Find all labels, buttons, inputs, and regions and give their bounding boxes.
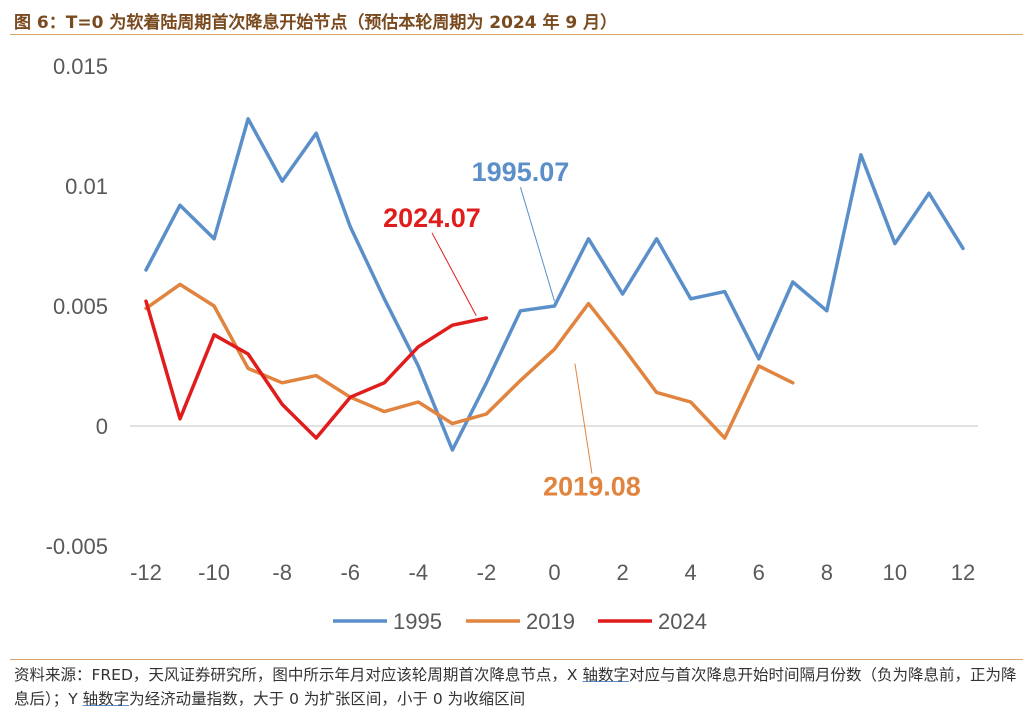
x-tick-label: -2 xyxy=(477,560,497,585)
title-divider xyxy=(10,34,1023,35)
annotation-label: 2024.07 xyxy=(383,203,481,233)
legend-label-1995: 1995 xyxy=(393,609,442,634)
source-text-1: 资料来源：FRED，天风证券研究所，图中所示年月对应该轮周期首次降息节点，X xyxy=(14,666,583,684)
y-tick-label: 0.015 xyxy=(53,54,108,79)
source-text-2: 对应与首次降息开始时间隔月份数（负为降息前，正为降息后）；Y xyxy=(14,666,1017,708)
x-tick-label: 6 xyxy=(753,560,765,585)
legend-label-2019: 2019 xyxy=(526,609,575,634)
x-axis-tick-labels: -12 -10 -8 -6 -4 -2 0 2 4 6 8 10 12 xyxy=(130,560,975,585)
source-note: 资料来源：FRED，天风证券研究所，图中所示年月对应该轮周期首次降息节点，X 轴… xyxy=(14,663,1019,711)
series-line-2024 xyxy=(144,299,489,440)
x-tick-label: 2 xyxy=(616,560,628,585)
annotation-layer: 1995.07 2024.07 2019.08 xyxy=(383,157,641,501)
x-tick-label: 8 xyxy=(821,560,833,585)
y-tick-label: 0.01 xyxy=(65,174,108,199)
series-layer xyxy=(144,117,965,452)
annotation-pointer xyxy=(519,187,555,302)
x-tick-label: 4 xyxy=(685,560,697,585)
x-tick-label: -8 xyxy=(272,560,292,585)
y-tick-label: 0 xyxy=(96,414,108,439)
annotation-pointer xyxy=(431,232,477,316)
legend-label-2024: 2024 xyxy=(658,609,707,634)
source-text-underline-2: 轴数字 xyxy=(82,690,130,708)
figure-title: 图 6：T=0 为软着陆周期首次降息开始节点（预估本轮周期为 2024 年 9 … xyxy=(14,13,618,33)
y-axis-tick-labels: -0.005 0 0.005 0.01 0.015 xyxy=(46,54,108,559)
x-tick-label: 12 xyxy=(951,560,975,585)
series-line-2019 xyxy=(144,282,795,440)
x-tick-label: -4 xyxy=(409,560,429,585)
line-chart: -0.005 0 0.005 0.01 0.015 -12 -10 -8 -6 -4 -2 0 2 4 6… xyxy=(46,54,978,634)
annotation-label: 1995.07 xyxy=(472,157,570,187)
source-text-underline-1: 轴数字 xyxy=(582,666,629,684)
x-tick-label: -6 xyxy=(340,560,360,585)
source-divider xyxy=(10,659,1023,660)
x-tick-label: -10 xyxy=(198,560,230,585)
series-line-1995 xyxy=(144,117,965,452)
x-tick-label: 10 xyxy=(883,560,907,585)
annotation-label: 2019.08 xyxy=(543,472,641,502)
y-tick-label: 0.005 xyxy=(53,294,108,319)
annotation-pointer xyxy=(574,363,593,474)
x-tick-label: 0 xyxy=(548,560,560,585)
source-text-3: 为经济动量指数，大于 0 为扩张区间，小于 0 为收缩区间 xyxy=(129,690,526,708)
y-tick-label: -0.005 xyxy=(46,534,108,559)
chart-legend: 1995 2019 2024 xyxy=(333,609,707,634)
x-tick-label: -12 xyxy=(130,560,162,585)
